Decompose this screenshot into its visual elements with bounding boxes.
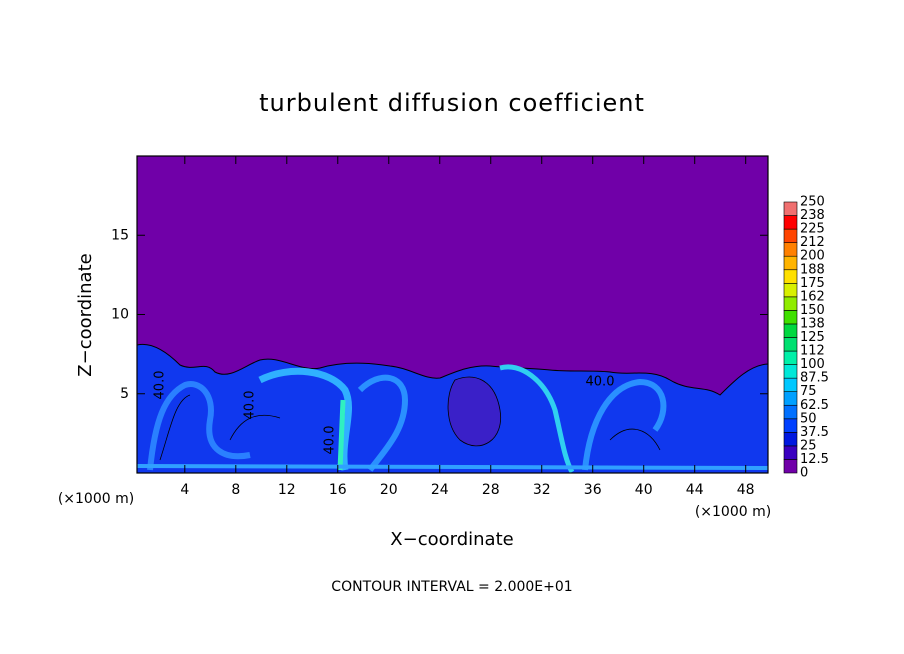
x-tick-label: 40: [635, 482, 653, 498]
field: [136, 156, 769, 474]
colorbar-swatch: [783, 432, 798, 447]
chart-title: turbulent diffusion coefficient: [259, 89, 645, 117]
y-tick-label: 5: [120, 386, 129, 402]
colorbar-label: 238: [800, 208, 825, 223]
colorbar-label: 150: [800, 303, 825, 318]
colorbar-swatch: [783, 296, 798, 311]
field-swirl: [258, 367, 352, 471]
colorbar-swatch: [783, 215, 798, 230]
x-tick-label: 44: [686, 482, 704, 498]
colorbar-label: 175: [800, 276, 825, 291]
colorbar-swatch: [783, 404, 798, 420]
colorbar-swatch: [783, 310, 798, 325]
contour-label: 40.0: [153, 371, 168, 400]
x-tick-label: 28: [482, 482, 500, 498]
colorbar-label: 125: [800, 330, 825, 345]
x-tick-label: 48: [737, 482, 755, 498]
colorbar-swatch: [783, 350, 798, 365]
colorbar-label: 225: [800, 222, 825, 237]
colorbar-label: 250: [800, 195, 825, 210]
colorbar-label: 162: [800, 289, 825, 304]
colorbar-label: 37.5: [800, 425, 829, 440]
colorbar-swatch: [783, 459, 798, 474]
x-tick-label: 20: [380, 482, 398, 498]
contour-label: 40.0: [323, 426, 338, 455]
colorbar-label: 0: [800, 466, 808, 481]
colorbar-label: 87.5: [800, 371, 829, 386]
colorbar-label: 75: [800, 384, 817, 399]
colorbar-label: 12.5: [800, 452, 829, 467]
x-unit: (×1000 m): [58, 491, 134, 507]
x-tick-label: 4: [180, 482, 189, 498]
colorbar-label: 50: [800, 411, 817, 426]
y-tick-label: 10: [111, 307, 129, 323]
colorbar-swatch: [783, 269, 798, 284]
colorbar-swatch: [783, 255, 798, 271]
contour-label: 40.0: [586, 375, 615, 390]
contour-line: [159, 394, 661, 461]
field-swirl: [582, 378, 667, 471]
colorbar-label: 100: [800, 357, 825, 372]
field-swirl: [136, 464, 769, 470]
y-tick-label: 15: [111, 227, 129, 243]
colorbar-label: 112: [800, 344, 825, 359]
colorbar-label: 138: [800, 316, 825, 331]
x-unit: (×1000 m): [695, 504, 771, 520]
x-axis-label: X−coordinate: [390, 529, 513, 550]
field-region: [447, 376, 502, 447]
colorbar-swatch: [783, 242, 798, 257]
colorbar-swatch: [783, 364, 798, 379]
colorbar-swatch: [783, 418, 798, 433]
colorbar-swatch: [783, 323, 798, 338]
field-swirl: [499, 364, 575, 474]
field-swirl: [357, 374, 409, 472]
colorbar-label: 200: [800, 249, 825, 264]
colorbar-swatch: [783, 201, 798, 216]
colorbar-swatch: [783, 391, 798, 406]
colorbar-swatch: [783, 377, 798, 392]
colorbar-swatch: [783, 282, 798, 298]
x-tick-label: 36: [584, 482, 602, 498]
colorbar-swatch: [783, 337, 798, 352]
footer-note: CONTOUR INTERVAL = 2.000E+01: [331, 579, 572, 595]
x-tick-label: 16: [329, 482, 347, 498]
colorbar-swatch: [783, 445, 798, 460]
y-axis-label: Z−coordinate: [75, 253, 96, 376]
contour-label: 40.0: [243, 391, 258, 420]
colorbar-label: 62.5: [800, 398, 829, 413]
colorbar-swatch: [783, 228, 798, 243]
colorbar-label: 25: [800, 438, 817, 453]
x-tick-label: 24: [431, 482, 449, 498]
colorbar-label: 188: [800, 262, 825, 277]
colorbar-label: 212: [800, 235, 825, 250]
x-tick-label: 12: [278, 482, 296, 498]
field-swirl: [147, 381, 251, 471]
field-swirl: [337, 399, 346, 471]
x-tick-label: 32: [533, 482, 551, 498]
x-tick-label: 8: [231, 482, 240, 498]
